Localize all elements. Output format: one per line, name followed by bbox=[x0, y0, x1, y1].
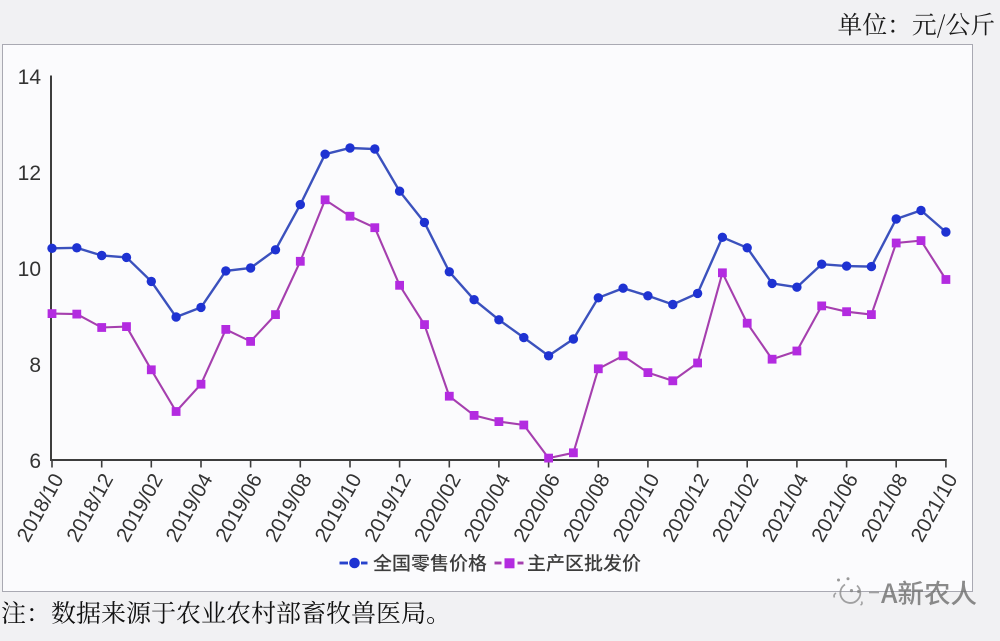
svg-text:14: 14 bbox=[18, 66, 42, 89]
svg-text:10: 10 bbox=[18, 258, 41, 281]
svg-text:6: 6 bbox=[29, 450, 41, 473]
svg-text:12: 12 bbox=[18, 162, 41, 185]
svg-text:8: 8 bbox=[29, 354, 41, 377]
